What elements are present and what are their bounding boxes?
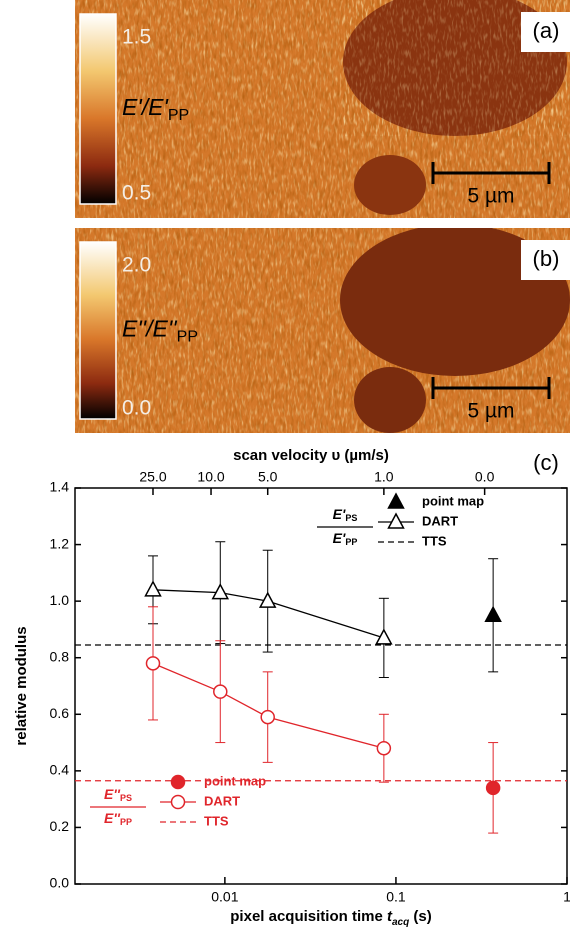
text-part: E'' xyxy=(104,810,121,826)
x-tick-label: 0.1 xyxy=(386,889,406,905)
colorbar-max: 2.0 xyxy=(122,254,151,277)
y-tick-label: 0.0 xyxy=(50,875,70,891)
text-part: PP xyxy=(120,817,132,827)
y-tick-label: 1.2 xyxy=(50,535,70,551)
legend-label: point map xyxy=(204,773,266,788)
top-tick-label: 10.0 xyxy=(197,469,224,485)
y-tick-label: 0.8 xyxy=(50,648,70,664)
marker xyxy=(146,657,159,670)
top-axis-title: scan velocity υ (µm/s) xyxy=(233,447,389,464)
legend-fraction-den: E''PP xyxy=(104,810,132,828)
legend-marker xyxy=(389,514,404,528)
marker xyxy=(145,582,160,596)
top-tick-label: 5.0 xyxy=(258,469,278,485)
panel-label: (a) xyxy=(533,18,560,43)
legend-fraction-num: E'PS xyxy=(333,506,358,524)
figure: 1.50.5E'/E'PP(a)5 µm2.00.0E''/E''PP(b)5 … xyxy=(0,0,570,932)
legend-label: DART xyxy=(422,513,458,528)
legend-marker xyxy=(389,494,404,508)
y-tick-label: 0.4 xyxy=(50,762,70,778)
colorbar xyxy=(80,14,116,204)
y-tick-label: 0.6 xyxy=(50,705,70,721)
top-tick-label: 25.0 xyxy=(139,469,166,485)
x-axis-title: pixel acquisition time tacq (s) xyxy=(230,908,431,930)
colorbar xyxy=(80,242,116,419)
y-tick-label: 1.4 xyxy=(50,479,70,495)
text-part: E' xyxy=(333,506,346,522)
y-axis-title: relative modulus xyxy=(13,626,30,745)
legend-marker xyxy=(172,776,185,789)
panel-label: (c) xyxy=(533,450,559,475)
legend-marker xyxy=(172,796,185,809)
marker xyxy=(486,607,501,621)
x-tick-label: 0.01 xyxy=(211,889,238,905)
text-part: E''/E'' xyxy=(122,316,178,342)
text-part: PP xyxy=(177,329,198,346)
colorbar-max: 1.5 xyxy=(122,26,151,49)
legend-fraction-num: E''PS xyxy=(104,786,132,804)
text-part: PS xyxy=(345,513,357,523)
y-tick-label: 0.2 xyxy=(50,818,70,834)
text-part: pixel acquisition time xyxy=(230,908,383,925)
legend-label: DART xyxy=(204,793,240,808)
text-part: PP xyxy=(345,537,357,547)
text-part: E'/E' xyxy=(122,94,169,120)
top-tick-label: 0.0 xyxy=(475,469,495,485)
marker xyxy=(213,585,228,599)
panel-label: (b) xyxy=(533,246,560,271)
marker xyxy=(377,742,390,755)
y-tick-label: 1.0 xyxy=(50,592,70,608)
colorbar-min: 0.5 xyxy=(122,182,151,205)
legend-label: TTS xyxy=(422,533,447,548)
scale-label: 5 µm xyxy=(467,185,514,208)
legend-label: TTS xyxy=(204,813,229,828)
marker xyxy=(487,781,500,794)
marker xyxy=(214,685,227,698)
text-part: acq xyxy=(392,917,409,928)
legend-label: point map xyxy=(422,493,484,508)
text-part: PS xyxy=(120,793,132,803)
top-tick-label: 1.0 xyxy=(374,469,394,485)
text-part: (s) xyxy=(413,908,431,925)
text-part: PP xyxy=(168,107,189,124)
x-tick-label: 1 xyxy=(563,889,570,905)
colorbar-min: 0.0 xyxy=(122,397,151,420)
legend-fraction-den: E'PP xyxy=(333,530,358,548)
text-part: E'' xyxy=(104,786,121,802)
text-part: E' xyxy=(333,530,346,546)
series-line xyxy=(153,663,384,748)
scale-label: 5 µm xyxy=(467,400,514,423)
marker xyxy=(261,711,274,724)
